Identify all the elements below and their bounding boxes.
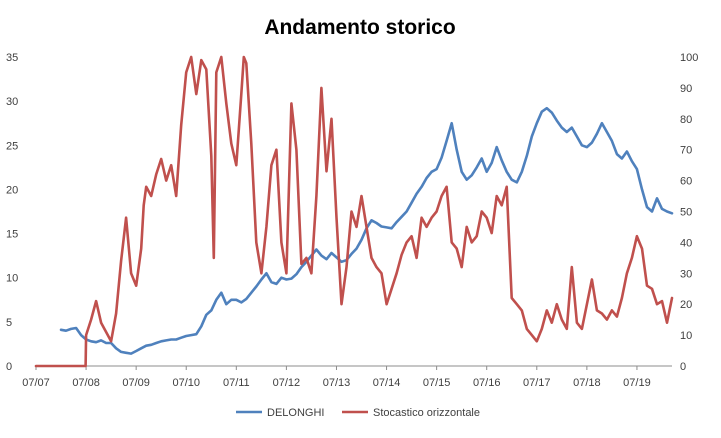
x-tick-label: 07/19 [623, 377, 651, 389]
legend-label: DELONGHI [267, 407, 324, 419]
y-right-tick-label: 70 [680, 145, 692, 157]
y-left-tick-label: 30 [6, 96, 18, 108]
x-tick-label: 07/18 [573, 377, 601, 389]
x-tick-label: 07/09 [122, 377, 150, 389]
x-tick-label: 07/17 [523, 377, 551, 389]
series-layer [34, 55, 674, 368]
y-right-tick-label: 50 [680, 207, 692, 219]
legend-label: Stocastico orizzontale [373, 407, 480, 419]
y-right-tick-label: 40 [680, 237, 692, 249]
y-right-tick-label: 10 [680, 330, 692, 342]
chart-title: Andamento storico [264, 16, 455, 39]
x-tick-label: 07/07 [22, 377, 50, 389]
y-left-tick-label: 10 [6, 273, 18, 285]
y-left-tick-label: 0 [6, 361, 12, 373]
y-left-tick-label: 5 [6, 317, 12, 329]
y-left-tick-label: 25 [6, 140, 18, 152]
x-tick-label: 07/15 [423, 377, 451, 389]
x-tick-label: 07/08 [72, 377, 100, 389]
series-line-stocastico [34, 55, 674, 368]
y-right-tick-label: 0 [680, 361, 686, 373]
y-left-tick-label: 35 [6, 52, 18, 64]
y-right-tick-label: 20 [680, 299, 692, 311]
x-tick-label: 07/13 [323, 377, 351, 389]
y-right-tick-label: 80 [680, 114, 692, 126]
x-tick-label: 07/10 [172, 377, 200, 389]
y-right-tick-label: 30 [680, 268, 692, 280]
y-left-tick-label: 15 [6, 229, 18, 241]
x-tick-label: 07/12 [273, 377, 301, 389]
x-tick-label: 07/11 [223, 377, 250, 389]
y-right-tick-label: 90 [680, 83, 692, 95]
x-tick-label: 07/16 [473, 377, 501, 389]
y-right-tick-label: 100 [680, 52, 698, 64]
axes-layer: 0 5 10 15 20 25 30 35 0 10 20 30 40 50 60 70 80 90 100 07/0… [6, 52, 698, 389]
y-left-tick-label: 20 [6, 184, 18, 196]
y-right-tick-label: 60 [680, 176, 692, 188]
legend: DELONGHI Stocastico orizzontale [236, 407, 480, 419]
x-tick-label: 07/14 [373, 377, 401, 389]
